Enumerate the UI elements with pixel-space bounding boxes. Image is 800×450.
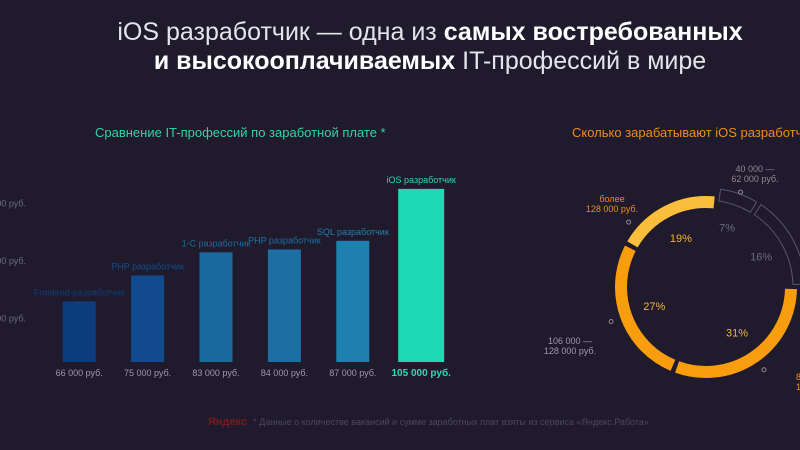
donut-percent-label: 19% [670,233,692,245]
donut-percent-label: 27% [643,301,665,313]
bar-category-label: PHP разработчик [248,235,321,245]
slice-range-label: 40 000 —62 000 руб. [731,164,778,184]
bar-value-label: 66 000 руб. [56,368,103,378]
headline-bold1: самых востребованных [443,18,743,46]
slice-range-line: 128 000 руб. [586,204,638,214]
headline-bold2: и высокооплачиваемых [153,47,456,75]
slice-range-line: более [599,194,624,204]
slice-range-line: 80 000 — [796,372,800,382]
bar [62,301,96,362]
bar-category-label: 1-С разработчик [182,238,251,248]
y-tick-label: 60 000 руб. [0,314,26,324]
donut-slice [615,245,676,371]
yandex-logo: Яндекс [208,416,248,428]
slice-range-label: 80 000 —105 000 руб. [796,372,800,392]
bar-value-label: 84 000 руб. [261,368,308,378]
callout-dot [608,319,614,325]
slice-range-label: более 128 000 руб. [586,194,638,214]
bar-value-label: 83 000 руб. [192,368,239,378]
donut-percent-label: 31% [726,327,748,339]
slice-range-line: 105 000 руб. [796,382,800,392]
y-tick-label: 80 000 руб. [0,256,26,266]
slice-range-label: 106 000 —128 000 руб. [544,336,596,356]
slice-range-line: 128 000 руб. [544,346,596,356]
footer-note-text: * Данные о количестве вакансий и сумме з… [253,417,649,427]
slice-range-line: 40 000 — [735,164,774,174]
bar-category-label: Frontend-разработчик [34,287,125,297]
donut-slice [753,203,800,285]
y-tick-label: 100 000 руб. [0,198,26,208]
bar [336,240,370,362]
bar-chart-title: Сравнение IT-профессий по заработной пла… [95,125,386,140]
page-headline: iOS разработчик — одна из самых востребо… [50,18,800,76]
donut-chart-title: Сколько зарабатывают iOS разработчики [572,125,800,140]
headline-part1: iOS разработчик — одна из [117,18,444,46]
donut-slice [718,188,758,213]
bar [131,275,165,362]
donut-percent-label: 7% [719,223,735,235]
callout-dot [626,219,632,225]
bar-value-label: 87 000 руб. [329,368,376,378]
bar-value-label: 75 000 руб. [124,368,171,378]
bar [267,249,301,362]
headline-part2: IT-профессий в мире [455,47,707,75]
bar [398,188,445,362]
donut-slice [675,288,797,378]
bar-value-label: 105 000 руб. [391,367,451,379]
bar-category-label: SQL разработчик [317,227,389,237]
slice-range-line: 62 000 руб. [731,174,778,184]
callout-dot [738,189,744,195]
slice-range-line: 106 000 — [548,336,592,346]
callout-dot [761,367,767,373]
bar [199,252,233,362]
footer-note: Яндекс * Данные о количестве вакансий и с… [208,416,649,428]
bar-category-label: iOS разработчик [387,175,456,185]
donut-slice [627,196,715,248]
bar-category-label: PHP разработчик [111,261,184,271]
donut-percent-label: 16% [750,251,772,263]
